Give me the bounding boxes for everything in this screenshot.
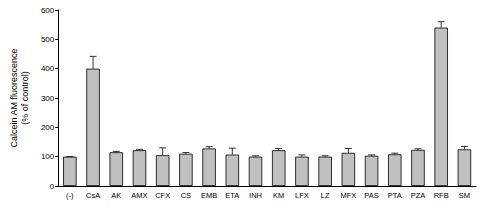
svg-text:LZ: LZ: [321, 191, 330, 200]
svg-text:100: 100: [41, 152, 55, 161]
svg-text:0: 0: [50, 182, 55, 191]
svg-text:(% of control): (% of control): [20, 71, 30, 125]
svg-text:200: 200: [41, 123, 55, 132]
svg-text:MFX: MFX: [340, 191, 356, 200]
svg-text:300: 300: [41, 94, 55, 103]
svg-text:400: 400: [41, 64, 55, 73]
svg-text:LFX: LFX: [295, 191, 309, 200]
svg-text:EMB: EMB: [201, 191, 217, 200]
svg-text:CS: CS: [181, 191, 191, 200]
svg-text:INH: INH: [249, 191, 262, 200]
svg-text:KM: KM: [273, 191, 284, 200]
svg-text:(-): (-): [66, 191, 74, 200]
svg-text:AMX: AMX: [131, 191, 147, 200]
svg-text:PZA: PZA: [411, 191, 426, 200]
svg-text:SM: SM: [459, 191, 470, 200]
svg-text:CsA: CsA: [86, 191, 100, 200]
svg-text:PTA: PTA: [388, 191, 402, 200]
svg-text:RFB: RFB: [434, 191, 449, 200]
svg-text:600: 600: [41, 6, 55, 15]
svg-text:CFX: CFX: [155, 191, 170, 200]
svg-text:PAS: PAS: [364, 191, 378, 200]
svg-text:AK: AK: [111, 191, 121, 200]
svg-text:ETA: ETA: [225, 191, 239, 200]
svg-text:500: 500: [41, 35, 55, 44]
svg-text:Calcein AM fluorescence: Calcein AM fluorescence: [9, 48, 19, 147]
